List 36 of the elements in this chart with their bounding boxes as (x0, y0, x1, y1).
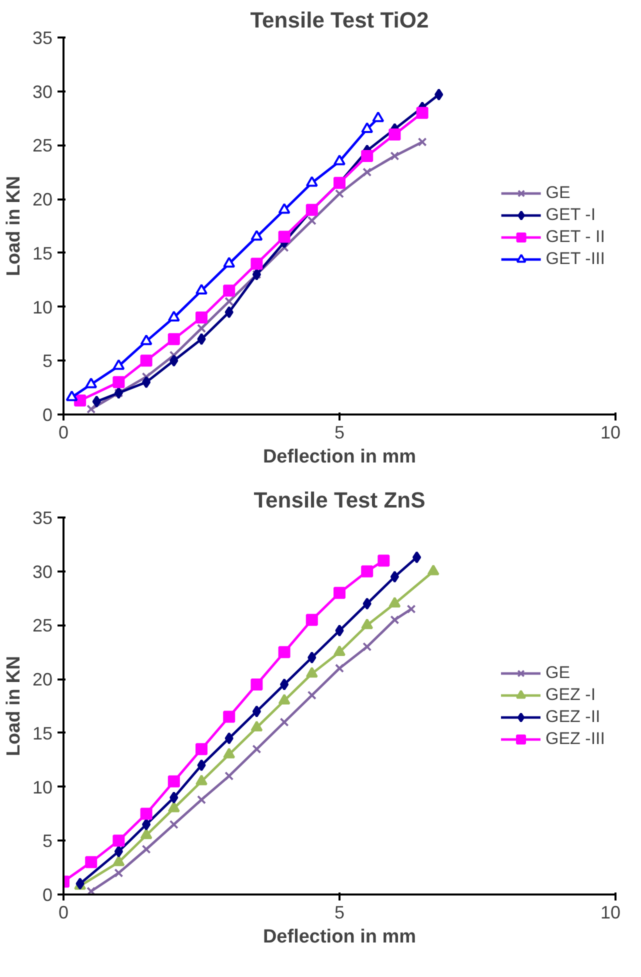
x-axis-title: Deflection in mm (262, 446, 416, 468)
y-axis-title: Load in KN (3, 176, 24, 276)
legend-label: GET - II (546, 226, 605, 246)
x-tick-label: 0 (58, 422, 69, 442)
y-tick-label: 5 (42, 831, 53, 852)
y-tick-label: 35 (32, 28, 53, 48)
legend-label: GEZ -III (546, 728, 605, 748)
chart-title: Tensile Test ZnS (254, 488, 426, 512)
legend-label: GE (546, 662, 570, 682)
y-tick-label: 15 (32, 723, 53, 744)
y-axis-title: Load in KN (3, 656, 24, 756)
y-tick-label: 10 (32, 777, 53, 798)
legend-label: GET -III (546, 248, 605, 268)
x-axis-title: Deflection in mm (262, 926, 416, 948)
y-tick-label: 0 (42, 885, 53, 905)
legend-label: GEZ -I (546, 684, 596, 704)
x-tick-label: 5 (334, 902, 345, 922)
x-tick-label: 5 (334, 422, 345, 442)
chart-title: Tensile Test TiO2 (250, 8, 429, 32)
legend-label: GET -I (546, 204, 596, 224)
y-tick-label: 25 (32, 616, 53, 636)
y-tick-label: 10 (32, 297, 53, 318)
y-tick-label: 15 (32, 243, 53, 264)
y-tick-label: 35 (32, 508, 53, 528)
x-tick-label: 10 (600, 422, 621, 442)
y-tick-label: 25 (32, 136, 53, 156)
legend-label: GE (546, 182, 570, 202)
legend-label: GEZ -II (546, 706, 600, 726)
x-tick-label: 10 (600, 902, 621, 922)
x-tick-label: 0 (58, 902, 69, 922)
y-tick-label: 0 (42, 405, 53, 425)
y-tick-label: 20 (32, 190, 53, 210)
y-tick-label: 30 (32, 82, 53, 102)
y-tick-label: 5 (42, 351, 53, 372)
y-tick-label: 20 (32, 670, 53, 690)
y-tick-label: 30 (32, 562, 53, 582)
